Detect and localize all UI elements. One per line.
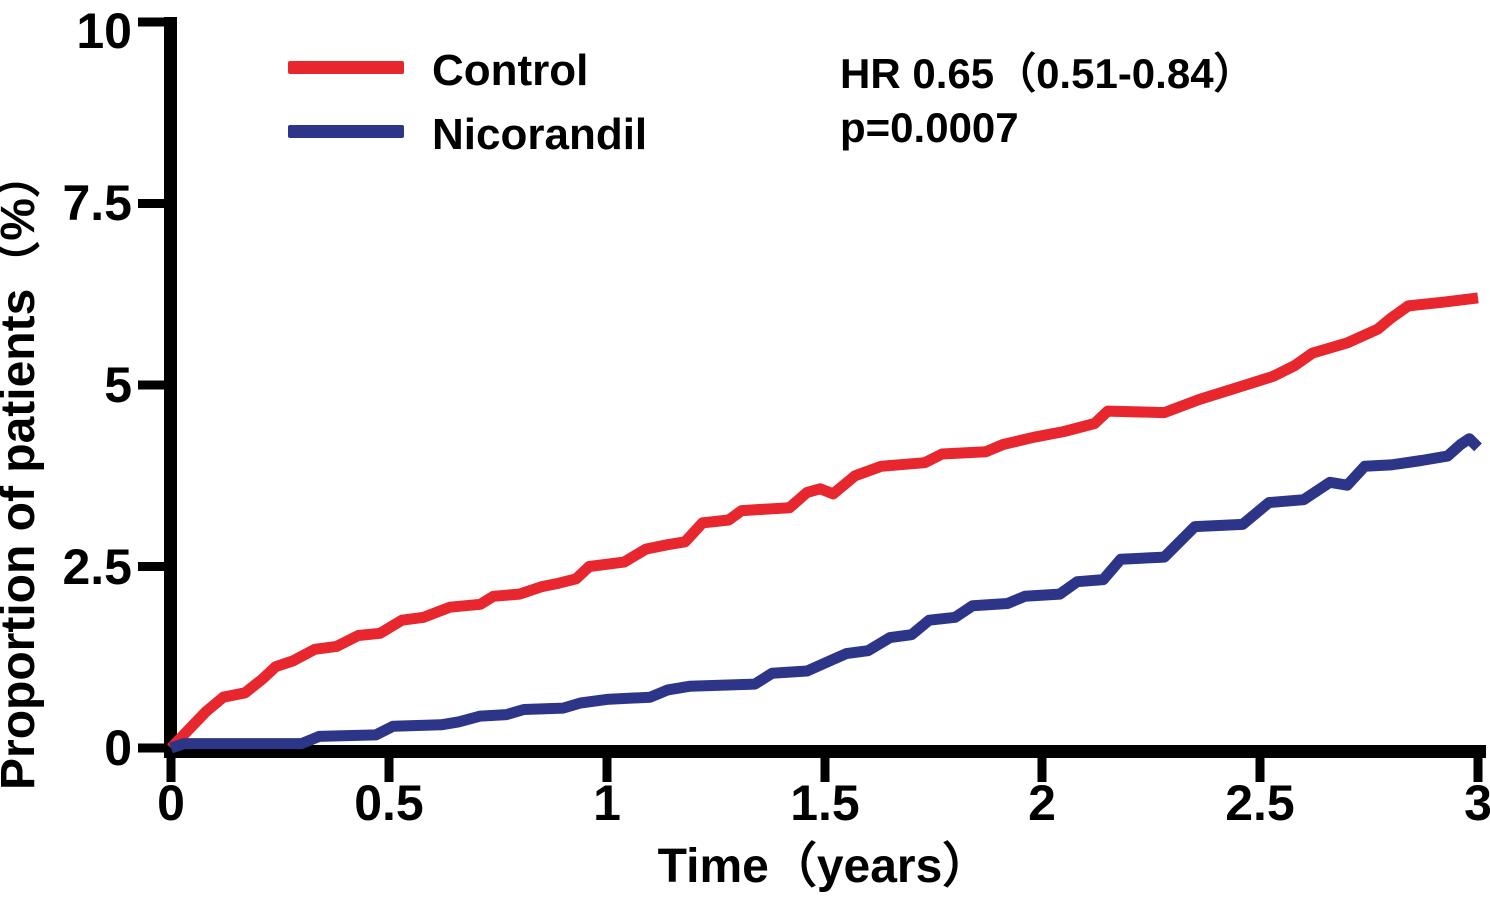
legend: Control Nicorandil — [288, 46, 647, 159]
y-axis-line — [164, 17, 177, 758]
x-tick-label: 0.5 — [354, 775, 424, 831]
x-tick — [384, 756, 394, 782]
x-tick-label: 2 — [1028, 775, 1056, 831]
y-axis-title: Proportion of patients（%） — [0, 150, 45, 790]
x-tick-label: 0 — [157, 775, 185, 831]
y-tick — [138, 199, 166, 208]
y-tick — [138, 562, 166, 571]
y-tick — [138, 17, 166, 27]
legend-swatch-control — [288, 61, 404, 74]
x-axis-line — [164, 745, 1486, 758]
legend-label-control: Control — [432, 46, 588, 95]
y-tick-label: 5 — [104, 357, 132, 413]
y-tick-label: 10 — [76, 3, 132, 59]
hazard-ratio-annotation: HR 0.65（0.51-0.84） — [840, 50, 1256, 97]
x-tick — [1037, 756, 1047, 782]
x-axis-title: Time（years） — [658, 840, 991, 893]
legend-label-nicorandil: Nicorandil — [432, 110, 647, 159]
x-tick-label: 2.5 — [1225, 775, 1295, 831]
y-tick-label: 0 — [104, 720, 132, 776]
x-tick-label: 1.5 — [790, 775, 860, 831]
x-tick-label: 3 — [1464, 775, 1490, 831]
y-tick-label: 2.5 — [62, 539, 132, 595]
y-tick — [138, 380, 166, 390]
p-value-annotation: p=0.0007 — [840, 104, 1019, 151]
x-tick — [1473, 756, 1483, 782]
x-tick-label: 1 — [593, 775, 621, 831]
nicorandil-curve — [169, 433, 1482, 754]
x-tick — [820, 756, 830, 782]
x-tick — [602, 756, 612, 782]
x-tick — [166, 756, 176, 782]
control-curve — [167, 292, 1479, 752]
legend-swatch-nicorandil — [288, 125, 404, 138]
x-tick — [1255, 756, 1265, 782]
y-tick-label: 7.5 — [62, 175, 132, 231]
y-tick — [138, 743, 166, 753]
